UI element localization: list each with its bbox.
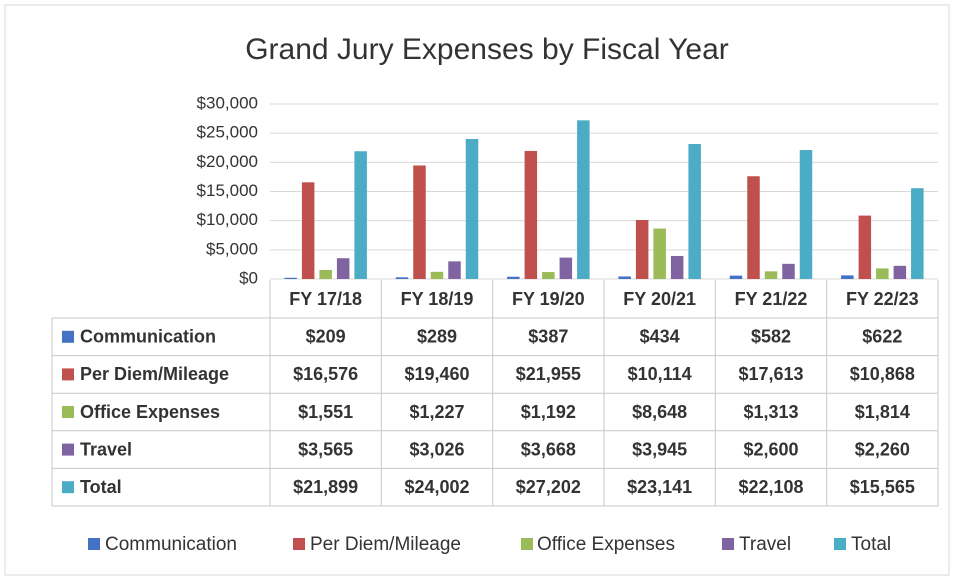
- bar: [653, 228, 666, 279]
- chart-border: [4, 4, 950, 576]
- data-label: $3,945: [632, 439, 687, 459]
- x-tick-label: FY 18/19: [401, 289, 474, 309]
- bar: [635, 220, 649, 279]
- data-label: $23,141: [627, 477, 692, 497]
- table-legend-key: [62, 330, 74, 343]
- legend-label: Travel: [739, 534, 791, 555]
- bar: [876, 268, 889, 279]
- x-tick-label: FY 19/20: [512, 289, 585, 309]
- x-tick-label: FY 17/18: [289, 289, 362, 309]
- legend-key: [834, 538, 846, 550]
- data-label: $24,002: [404, 477, 469, 497]
- bar: [799, 150, 813, 279]
- bar: [893, 265, 907, 279]
- y-tick-label: $10,000: [197, 210, 258, 229]
- legend-key: [88, 538, 100, 550]
- data-label: $10,868: [850, 364, 915, 384]
- legend-label: Total: [851, 534, 891, 555]
- chart-title: Grand Jury Expenses by Fiscal Year: [245, 33, 729, 66]
- data-label: $582: [751, 327, 791, 347]
- data-label: $1,814: [855, 402, 910, 422]
- legend-key: [722, 538, 734, 550]
- bar: [284, 277, 297, 279]
- bar: [524, 150, 538, 279]
- bar: [465, 138, 479, 279]
- bar: [413, 165, 426, 279]
- table-legend-key: [62, 481, 74, 494]
- bar: [354, 151, 367, 279]
- data-label: $1,551: [298, 402, 353, 422]
- bar: [764, 271, 778, 279]
- bar: [747, 176, 760, 279]
- legend-key: [521, 538, 533, 550]
- data-label: $19,460: [404, 364, 469, 384]
- legend-label: Communication: [105, 534, 237, 555]
- y-tick-label: $15,000: [197, 181, 258, 200]
- bar: [841, 275, 854, 279]
- bar: [319, 269, 332, 279]
- data-label: $27,202: [516, 477, 581, 497]
- data-label: $16,576: [293, 364, 358, 384]
- data-label: $209: [306, 327, 346, 347]
- x-tick-label: FY 20/21: [623, 289, 696, 309]
- bar: [542, 272, 555, 279]
- data-label: $10,114: [628, 364, 692, 384]
- legend-key: [293, 538, 305, 550]
- bar: [430, 271, 444, 279]
- bar: [911, 188, 924, 279]
- data-label: $8,648: [632, 402, 687, 422]
- bar: [688, 144, 701, 279]
- bar: [729, 275, 743, 279]
- bar: [618, 276, 631, 279]
- x-tick-label: FY 22/23: [846, 289, 919, 309]
- bar: [507, 276, 520, 279]
- table-row-label: Per Diem/Mileage: [80, 364, 229, 384]
- data-label: $434: [640, 327, 680, 347]
- data-label: $15,565: [850, 477, 915, 497]
- bar: [301, 182, 315, 279]
- data-label: $1,313: [743, 402, 798, 422]
- table-row-label: Communication: [80, 327, 216, 347]
- bar: [670, 255, 684, 279]
- bar: [448, 261, 461, 279]
- table-legend-key: [62, 406, 74, 418]
- bar: [395, 277, 409, 279]
- table-row-label: Total: [80, 477, 122, 497]
- data-label: $3,565: [298, 439, 353, 459]
- data-label: $2,600: [743, 439, 798, 459]
- table-row-label: Office Expenses: [80, 402, 220, 422]
- table-row-label: Travel: [80, 439, 132, 459]
- data-label: $22,108: [738, 477, 803, 497]
- legend-label: Office Expenses: [537, 534, 675, 555]
- bar: [858, 215, 872, 279]
- y-tick-label: $5,000: [206, 239, 258, 258]
- data-label: $3,668: [521, 439, 576, 459]
- data-label: $622: [862, 327, 902, 347]
- data-label: $1,227: [409, 402, 464, 422]
- data-label: $1,192: [521, 402, 576, 422]
- y-tick-label: $20,000: [197, 152, 258, 171]
- data-label: $17,613: [738, 364, 803, 384]
- bar: [559, 257, 573, 279]
- data-label: $387: [528, 327, 568, 347]
- data-label: $2,260: [855, 439, 910, 459]
- y-tick-label: $25,000: [197, 123, 258, 142]
- bar: [782, 263, 795, 279]
- x-tick-label: FY 21/22: [735, 289, 808, 309]
- table-legend-key: [62, 368, 74, 381]
- table-legend-key: [62, 443, 74, 456]
- data-label: $289: [417, 327, 457, 347]
- bar: [336, 258, 350, 279]
- bar: [577, 120, 590, 280]
- data-label: $21,899: [293, 477, 358, 497]
- y-tick-label: $30,000: [197, 93, 258, 112]
- data-label: $21,955: [516, 364, 581, 384]
- legend-label: Per Diem/Mileage: [310, 534, 461, 555]
- data-label: $3,026: [409, 439, 464, 459]
- y-tick-label: $0: [239, 268, 258, 287]
